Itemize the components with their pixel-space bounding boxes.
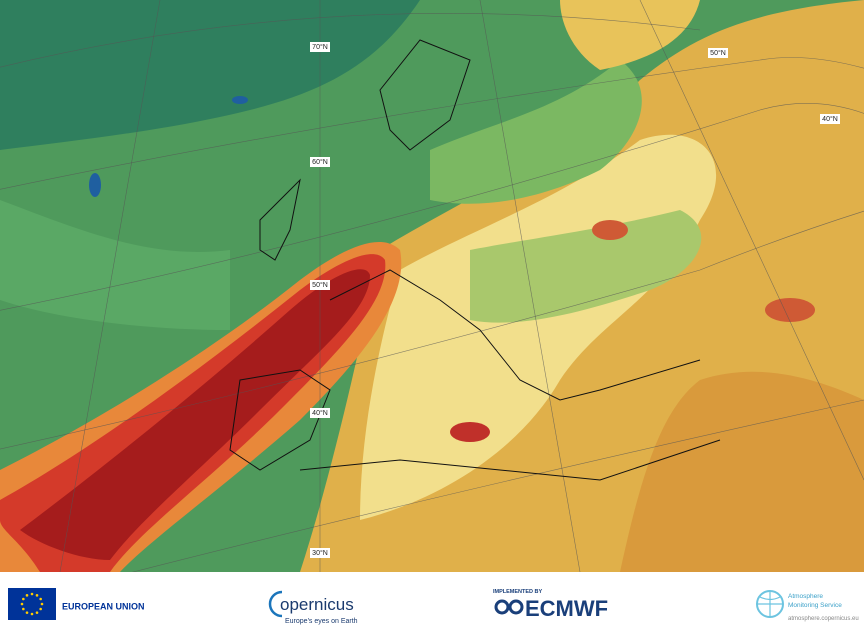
copernicus-tagline: Europe's eyes on Earth bbox=[285, 618, 358, 625]
eu-star bbox=[39, 607, 42, 611]
eu-star bbox=[30, 612, 34, 616]
cams-url: atmosphere.copernicus.eu bbox=[788, 616, 859, 622]
eu-star bbox=[39, 597, 42, 601]
eu-star bbox=[20, 602, 24, 606]
copernicus-c bbox=[268, 590, 283, 618]
eu-star bbox=[35, 594, 39, 597]
eu-star bbox=[25, 594, 29, 597]
eu-star bbox=[22, 597, 25, 601]
latitude-label: 60°N bbox=[312, 158, 328, 166]
cams-label: Monitoring Service bbox=[788, 602, 842, 609]
cams-label: Atmosphere bbox=[788, 593, 823, 600]
eu-star bbox=[22, 607, 25, 611]
latitude-label: 40°N bbox=[312, 409, 328, 417]
eu-star bbox=[40, 602, 44, 606]
latitude-label: 50°N bbox=[710, 49, 726, 57]
eu-star bbox=[25, 611, 29, 614]
eu-label: EUROPEAN UNION bbox=[62, 601, 145, 611]
latitude-label: 40°N bbox=[822, 115, 838, 123]
latitude-label: 50°N bbox=[312, 281, 328, 289]
ecmwf-prefix: IMPLEMENTED BY bbox=[493, 589, 543, 595]
map: 70°N 60°N 50°N 40°N 30°N 50°N 40°N bbox=[0, 0, 864, 607]
ecmwf-label: ECMWF bbox=[525, 596, 608, 621]
latitude-label: 70°N bbox=[312, 43, 328, 51]
latitude-labels: 70°N 60°N 50°N 40°N 30°N 50°N 40°N bbox=[310, 42, 840, 558]
latitude-label: 30°N bbox=[312, 549, 328, 557]
footer: EUROPEAN UNION opernicus Europe's eyes o… bbox=[0, 572, 864, 635]
eu-star bbox=[35, 611, 39, 614]
ecmwf-icon bbox=[508, 599, 524, 615]
ecmwf-icon bbox=[494, 599, 510, 615]
eu-star bbox=[30, 592, 34, 596]
copernicus-label: opernicus bbox=[280, 595, 354, 614]
